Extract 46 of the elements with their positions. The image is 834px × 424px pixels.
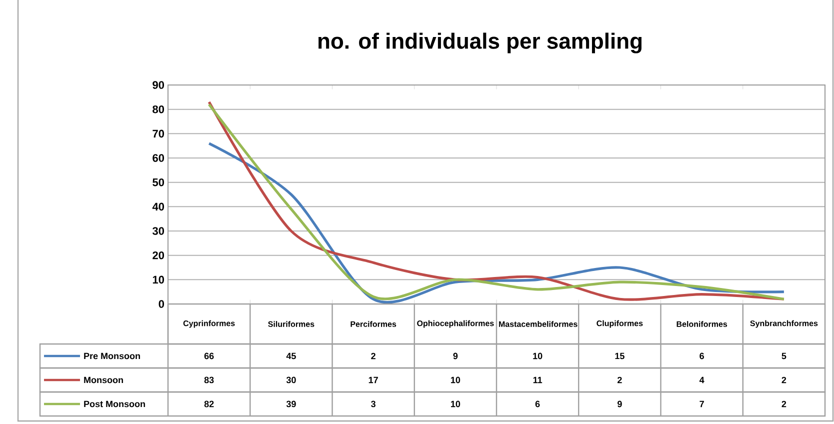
data-label: 82 bbox=[204, 400, 214, 408]
data-label: 15 bbox=[615, 352, 624, 360]
y-tick-label: 0 bbox=[158, 300, 164, 308]
y-tick-label: 20 bbox=[152, 251, 164, 260]
data-label: 39 bbox=[286, 400, 296, 408]
data-label: 6 bbox=[535, 400, 540, 408]
data-label: 2 bbox=[618, 376, 622, 384]
data-label: 9 bbox=[618, 400, 622, 408]
data-label: 2 bbox=[782, 400, 786, 408]
data-label: 30 bbox=[286, 376, 296, 384]
x-tick-label: Siluriformes bbox=[268, 321, 314, 327]
x-tick-label: Clupiformes bbox=[596, 320, 643, 328]
data-label: 10 bbox=[451, 400, 460, 408]
x-tick-label: Mastacembeliformes bbox=[499, 321, 578, 327]
data-label: 7 bbox=[700, 400, 704, 408]
data-label: 4 bbox=[699, 376, 704, 384]
legend-label: Post Monsoon bbox=[84, 400, 145, 408]
y-tick-label: 70 bbox=[152, 130, 164, 138]
x-tick-label: Cyprinformes bbox=[183, 320, 235, 328]
data-label: 17 bbox=[368, 376, 378, 384]
data-label: 10 bbox=[533, 352, 542, 360]
data-label: 3 bbox=[371, 400, 376, 408]
data-label: 2 bbox=[371, 352, 376, 360]
data-label: 5 bbox=[782, 352, 786, 360]
y-tick-label: 60 bbox=[152, 154, 164, 162]
data-label: 66 bbox=[204, 352, 214, 360]
x-tick-label: Beloniformes bbox=[676, 321, 728, 327]
data-label: 83 bbox=[204, 376, 214, 384]
x-tick-label: Ophiocephaliformes bbox=[417, 320, 494, 328]
chart-title: no. of individuals per sampling bbox=[318, 32, 642, 54]
x-tick-label: Synbranchformes bbox=[750, 320, 818, 328]
data-label: 45 bbox=[286, 352, 296, 360]
y-tick-label: 50 bbox=[152, 178, 164, 186]
data-label: 10 bbox=[451, 376, 460, 384]
y-tick-label: 90 bbox=[152, 81, 164, 89]
data-label: 6 bbox=[700, 352, 704, 360]
data-label: 11 bbox=[533, 376, 542, 384]
y-tick-label: 10 bbox=[152, 276, 164, 284]
y-tick-label: 40 bbox=[152, 202, 164, 211]
legend-label: Pre Monsoon bbox=[84, 352, 140, 360]
x-tick-label: Perciformes bbox=[350, 321, 396, 327]
y-tick-label: 30 bbox=[152, 227, 164, 235]
data-label: 9 bbox=[453, 352, 458, 360]
y-tick-label: 80 bbox=[152, 105, 164, 114]
legend-label: Monsoon bbox=[84, 376, 123, 384]
data-label: 2 bbox=[782, 376, 786, 384]
